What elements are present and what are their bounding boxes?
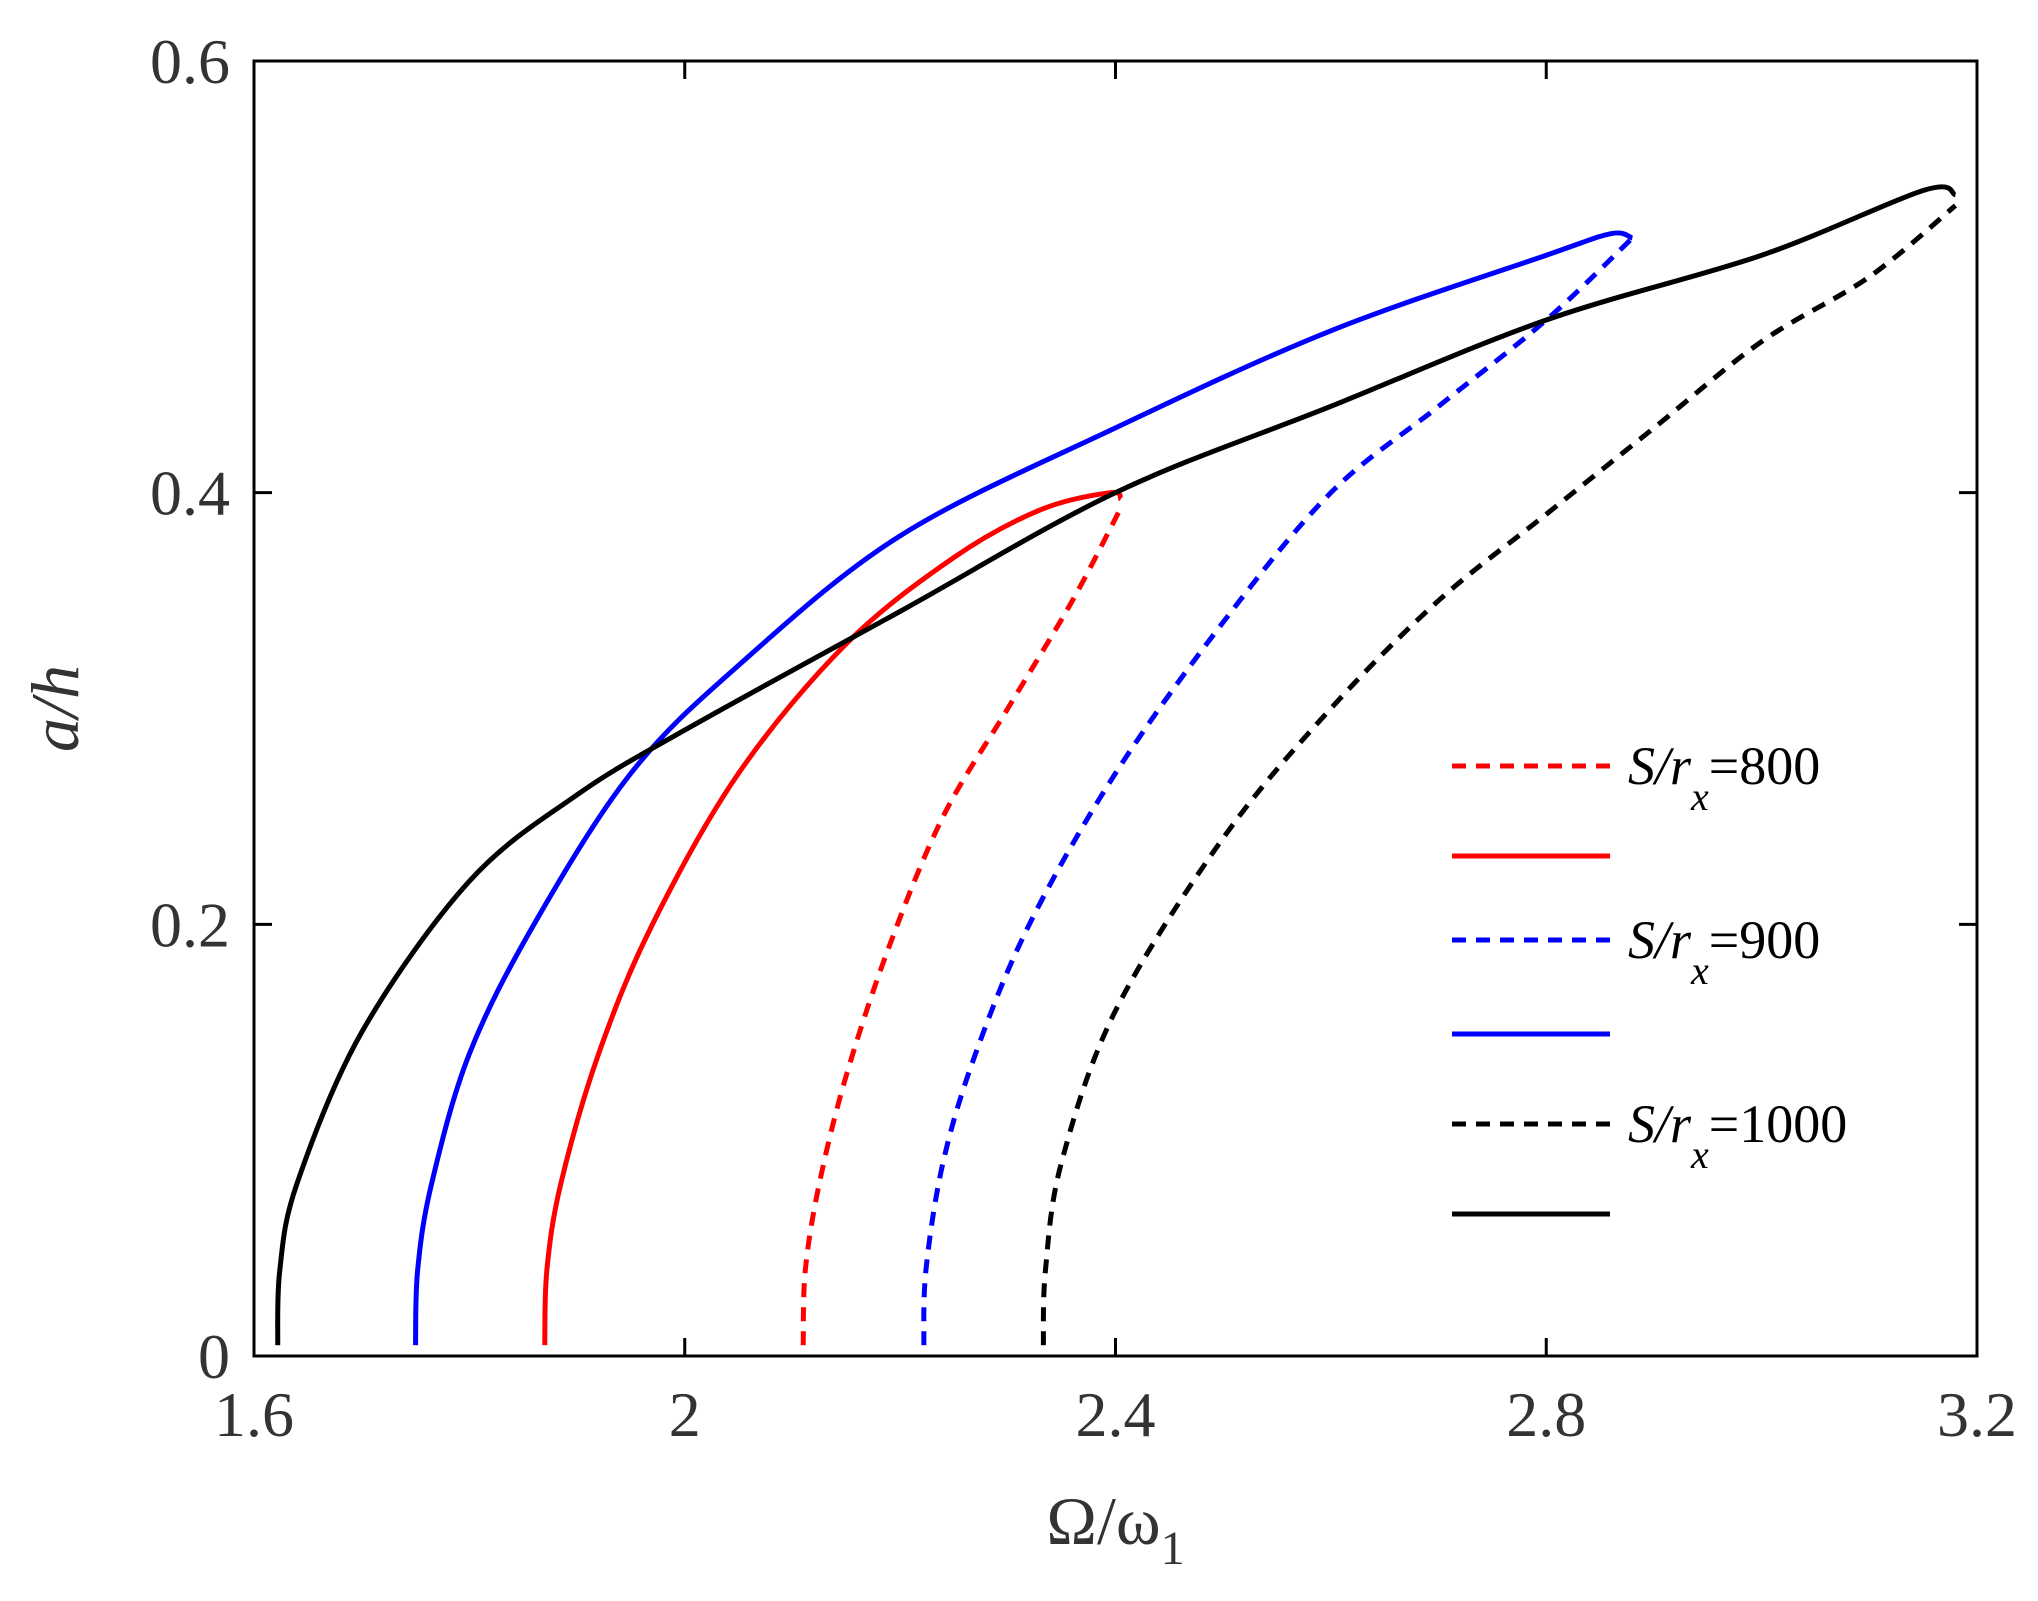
y-tick-label-3: 0.6 [150,26,230,97]
legend-label-value-2: =900 [1709,910,1820,970]
y-tick-label-2: 0.4 [150,458,230,529]
ticks-group: 1.6 2 2.4 2.8 3.2 0 0.2 0.4 0.6 [150,26,2017,1450]
series-group [275,184,1958,1346]
x-tick-label-1: 2 [669,1379,701,1450]
legend-label-2: S/rx=900 [1628,910,1820,993]
legend-label-0: S/rx=800 [1628,736,1820,819]
y-tick-label-0: 0 [198,1321,230,1392]
plot-frame [252,59,1979,1358]
legend-label-sub-0: x [1690,774,1709,819]
x-axis-label-main: Ω/ω [1046,1483,1160,1559]
y-axis-label: a/h [17,665,93,752]
x-axis-label-sub: 1 [1161,1522,1185,1575]
legend-label-prefix-0: S/r [1628,736,1692,796]
legend-label-prefix-2: S/r [1628,910,1692,970]
series-line-4 [1040,203,1958,1346]
x-tick-label-3: 2.8 [1506,1379,1586,1450]
legend-label-sub-4: x [1690,1132,1709,1177]
x-axis-label: Ω/ω1 [1046,1483,1184,1575]
legend-label-4: S/rx=1000 [1628,1094,1847,1177]
legend-label-sub-2: x [1690,948,1709,993]
series-line-3 [413,230,1634,1346]
x-tick-label-4: 3.2 [1937,1379,2017,1450]
series-line-1 [542,489,1123,1346]
series-line-5 [275,184,1957,1346]
series-line-0 [800,506,1124,1346]
legend-label-prefix-4: S/r [1628,1094,1692,1154]
y-tick-label-1: 0.2 [150,889,230,960]
series-line-2 [921,236,1635,1346]
legend-label-value-4: =1000 [1709,1094,1847,1154]
x-tick-label-2: 2.4 [1076,1379,1156,1450]
legend-label-value-0: =800 [1709,736,1820,796]
x-tick-label-0: 1.6 [214,1379,294,1450]
